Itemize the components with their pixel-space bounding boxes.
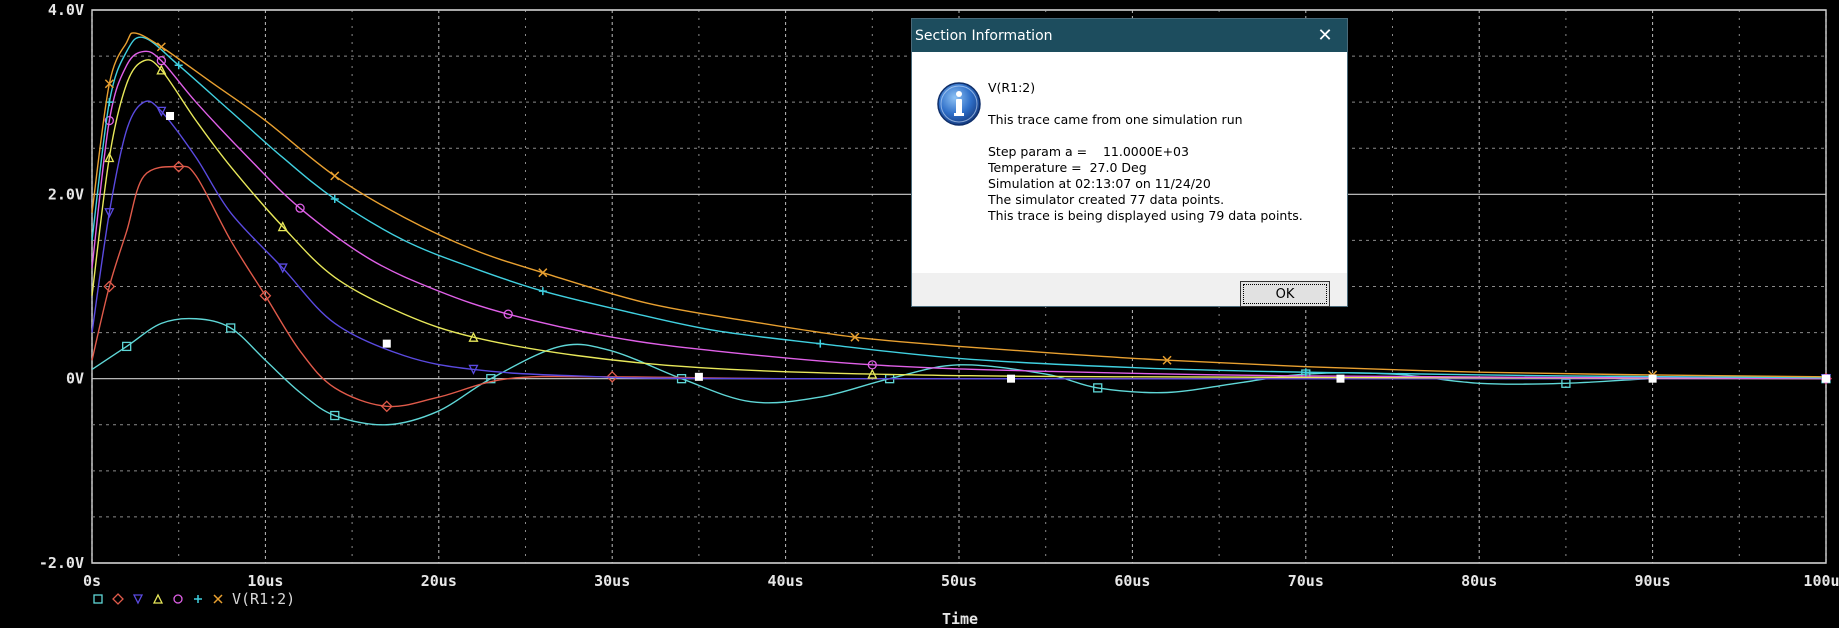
legend-label: V(R1:2): [232, 590, 295, 608]
trace-line: [91, 317, 1827, 426]
data-point-marker: [1007, 374, 1016, 383]
data-point-marker: [156, 64, 167, 75]
data-point-marker: [538, 268, 548, 278]
trace-line: [91, 50, 1827, 380]
data-point-marker: [166, 111, 175, 120]
run-info: This trace came from one simulation run: [988, 112, 1243, 127]
trace-2: [91, 100, 1832, 385]
x-tick-label: 60us: [1114, 572, 1150, 590]
data-point-marker: [816, 339, 825, 348]
data-point-marker: [538, 287, 547, 296]
data-point-marker: [104, 115, 114, 126]
x-tick-labels: 0s 10us 20us 30us 40us 50us 60us 70us 80us 90us 10…: [83, 572, 1839, 590]
data-point-marker: [277, 263, 288, 274]
traces: [91, 32, 1832, 426]
data-point-marker: [112, 593, 124, 605]
x-tick-label: 50us: [941, 572, 977, 590]
x-tick-label: 70us: [1288, 572, 1324, 590]
data-point-marker: [468, 364, 479, 375]
data-point-marker: [330, 194, 339, 203]
displayed-points: This trace is being displayed using 79 d…: [988, 208, 1303, 223]
y-tick-label: 2.0V: [48, 185, 84, 203]
y-tick-label: 4.0V: [48, 1, 84, 19]
data-point-marker: [156, 56, 167, 66]
y-tick-labels: 4.0V 2.0V 0V -2.0V: [39, 1, 84, 572]
data-point-marker: [156, 106, 167, 117]
data-point-marker: [468, 331, 479, 342]
data-point-marker: [132, 594, 144, 605]
y-tick-label: -2.0V: [39, 554, 84, 572]
data-point-marker: [330, 171, 340, 181]
data-point-marker: [1301, 368, 1310, 377]
data-point-marker: [277, 221, 288, 232]
section-information-dialog[interactable]: Section Information ✕ V(R1:2) This trace…: [911, 18, 1348, 307]
data-point-marker: [867, 360, 877, 370]
trace-line: [91, 32, 1827, 378]
data-point-marker: [194, 595, 202, 603]
trace-line: [91, 59, 1827, 380]
dialog-titlebar[interactable]: Section Information ✕: [912, 19, 1347, 52]
x-tick-label: 20us: [421, 572, 457, 590]
data-point-marker: [1093, 383, 1103, 393]
step-param: Step param a = 11.0000E+03: [988, 144, 1189, 159]
trace-3: [91, 59, 1827, 380]
dialog-body: V(R1:2) This trace came from one simulat…: [912, 52, 1347, 273]
data-point-marker: [1648, 374, 1657, 383]
x-tick-label: 100us: [1803, 572, 1839, 590]
x-tick-label: 0s: [83, 572, 101, 590]
close-icon[interactable]: ✕: [1317, 25, 1333, 46]
dialog-title: Section Information: [915, 27, 1053, 44]
temperature: Temperature = 27.0 Deg: [988, 160, 1147, 175]
x-tick-label: 30us: [594, 572, 630, 590]
data-point-marker: [330, 410, 340, 421]
data-point-marker: [694, 372, 703, 381]
data-point-marker: [1336, 374, 1345, 383]
data-point-marker: [486, 374, 496, 384]
x-tick-label: 90us: [1635, 572, 1671, 590]
info-icon: [937, 82, 981, 126]
data-point-marker: [1162, 355, 1172, 365]
trace-7: [166, 111, 1830, 383]
data-point-marker: [173, 594, 183, 604]
y-tick-label: 0V: [66, 370, 84, 388]
data-point-marker: [606, 370, 619, 383]
trace-name: V(R1:2): [988, 80, 1036, 95]
data-point-marker: [104, 152, 115, 163]
x-tick-label: 40us: [768, 572, 804, 590]
data-point-marker: [382, 339, 391, 348]
data-point-marker: [295, 203, 305, 213]
data-point-marker: [152, 593, 164, 604]
x-tick-label: 80us: [1461, 572, 1497, 590]
data-point-marker: [174, 61, 183, 70]
data-point-marker: [103, 280, 116, 293]
legend: V(R1:2): [93, 590, 295, 608]
data-point-marker: [213, 594, 223, 604]
data-point-marker: [259, 289, 272, 302]
simulation-time: Simulation at 02:13:07 on 11/24/20: [988, 176, 1211, 191]
dialog-message: V(R1:2) This trace came from one simulat…: [988, 80, 1303, 224]
x-axis-label: Time: [942, 610, 978, 628]
created-points: The simulator created 77 data points.: [988, 192, 1225, 207]
x-tick-label: 10us: [247, 572, 283, 590]
data-point-marker: [104, 79, 114, 89]
trace-line: [91, 100, 1827, 380]
data-point-marker: [867, 368, 878, 379]
data-point-marker: [850, 332, 860, 342]
data-point-marker: [226, 323, 236, 333]
data-point-marker: [93, 594, 103, 604]
data-point-marker: [156, 42, 166, 52]
dialog-footer: OK: [912, 273, 1347, 307]
data-point-marker: [380, 400, 393, 413]
data-point-marker: [104, 208, 115, 219]
data-point-marker: [503, 309, 513, 319]
data-point-marker: [172, 160, 185, 173]
data-point-marker: [122, 341, 132, 352]
data-point-marker: [1822, 374, 1830, 383]
ok-button[interactable]: OK: [1240, 281, 1330, 307]
